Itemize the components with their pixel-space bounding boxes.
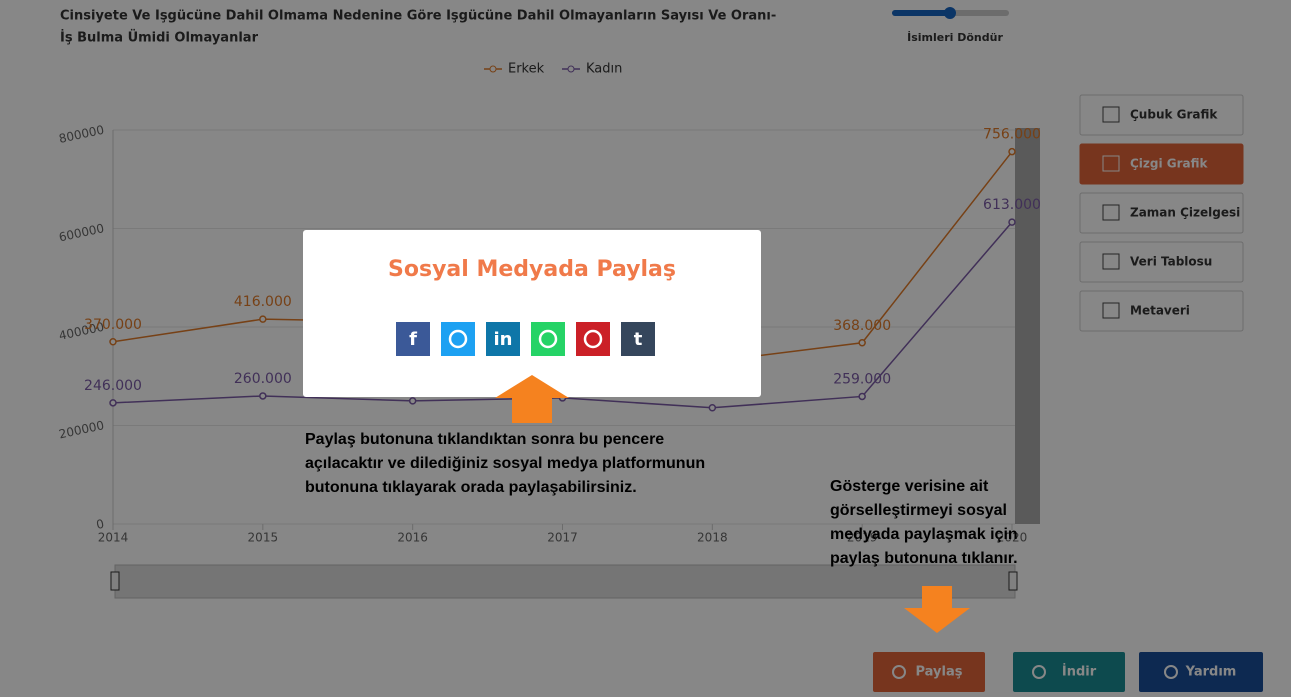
point <box>109 338 117 346</box>
side-button-icon <box>1102 204 1120 221</box>
navigator-handle[interactable] <box>1008 571 1018 591</box>
navigator-handle[interactable] <box>110 571 120 591</box>
point <box>259 315 267 323</box>
data-label: 756.000 <box>983 127 1041 143</box>
x-tick-label: 2019 <box>847 531 878 545</box>
side-button-label: Metaveri <box>1130 304 1190 318</box>
legend-label: Erkek <box>508 62 545 77</box>
bottom-button[interactable] <box>873 652 985 692</box>
bottom-button-label: İndir <box>1062 664 1097 680</box>
share-button[interactable] <box>621 322 655 356</box>
data-label: 260.000 <box>234 371 292 387</box>
slider-thumb[interactable] <box>944 7 956 19</box>
x-tick-label: 2014 <box>98 531 129 545</box>
bottom-button[interactable] <box>1013 652 1125 692</box>
side-button[interactable] <box>1079 143 1244 185</box>
side-button[interactable] <box>1079 94 1244 136</box>
side-button-label: Zaman Çizelgesi <box>1130 206 1240 220</box>
share-button[interactable] <box>531 322 565 356</box>
data-label: 368.000 <box>833 318 891 334</box>
arrow <box>495 375 569 423</box>
legend-marker <box>489 65 497 73</box>
data-label: 246.000 <box>84 378 142 394</box>
side-button[interactable] <box>1079 192 1244 234</box>
side-button-label: Veri Tablosu <box>1130 255 1212 269</box>
rotate-label: İsimleri Döndür <box>907 30 1003 44</box>
share-glyph <box>448 329 468 349</box>
side-button[interactable] <box>1079 241 1244 283</box>
side-button[interactable] <box>1079 290 1244 332</box>
annotation-text: butonuna tıklayarak orada paylaşabilirsi… <box>305 479 637 496</box>
annotation-text: Gösterge verisine ait <box>830 478 989 495</box>
annotation-text: medyada paylaşmak için <box>830 526 1018 543</box>
side-button-icon <box>1102 106 1120 123</box>
point <box>1008 218 1016 226</box>
annotation-text: açılacaktır ve dilediğiniz sosyal medya … <box>305 455 705 472</box>
bottom-button[interactable] <box>1139 652 1263 692</box>
bottom-button-icon <box>1164 665 1178 679</box>
share-glyph <box>583 329 603 349</box>
x-tick-label: 2020 <box>997 531 1028 545</box>
bottom-button-label: Yardım <box>1185 665 1237 680</box>
modal <box>303 230 761 397</box>
side-button-icon <box>1102 155 1120 172</box>
share-button[interactable] <box>396 322 430 356</box>
point <box>708 404 717 412</box>
point <box>109 399 117 407</box>
x-tick-label: 2018 <box>697 531 728 545</box>
side-button-icon <box>1102 302 1120 319</box>
legend-label: Kadın <box>586 62 622 77</box>
share-glyph: t <box>634 329 643 350</box>
point <box>858 339 866 347</box>
modal-title: Sosyal Medyada Paylaş <box>388 257 676 282</box>
x-tick-label: 2017 <box>547 531 578 545</box>
data-label: 259.000 <box>833 371 891 387</box>
point <box>1008 147 1016 156</box>
title: Cinsiyete Ve Işgücüne Dahil Olmama Neden… <box>60 9 776 24</box>
annotation-text: Paylaş butonuna tıklandıktan sonra bu pe… <box>305 431 664 448</box>
title: İş Bulma Ümidi Olmayanlar <box>60 30 259 46</box>
point <box>408 397 417 405</box>
legend-marker <box>567 65 575 73</box>
y-tick-label: 0 <box>95 517 105 532</box>
share-glyph: in <box>494 329 513 350</box>
x-tick-label: 2015 <box>248 531 279 545</box>
side-button-label: Çizgi Grafik <box>1130 157 1209 171</box>
side-button-label: Çubuk Grafik <box>1130 108 1218 122</box>
x-tick-label: 2016 <box>397 531 428 545</box>
data-label: 416.000 <box>234 294 292 310</box>
annotation-text: görselleştirmeyi sosyal <box>830 502 1007 519</box>
bottom-button-label: Paylaş <box>916 665 963 680</box>
share-glyph: f <box>409 329 417 350</box>
data-label: 370.000 <box>84 317 142 333</box>
point <box>858 392 866 401</box>
data-label: 613.000 <box>983 197 1041 213</box>
navigator <box>114 564 1016 599</box>
share-button[interactable] <box>576 322 610 356</box>
share-button[interactable] <box>486 322 520 356</box>
arrow <box>904 586 970 633</box>
bottom-button-icon <box>1032 665 1046 679</box>
scrollbar <box>1015 128 1040 524</box>
annotation-text: paylaş butonuna tıklanır. <box>830 550 1018 567</box>
point <box>259 392 267 400</box>
bottom-button-icon <box>892 665 906 679</box>
share-glyph <box>538 329 558 349</box>
side-button-icon <box>1102 253 1120 270</box>
share-button[interactable] <box>441 322 475 356</box>
